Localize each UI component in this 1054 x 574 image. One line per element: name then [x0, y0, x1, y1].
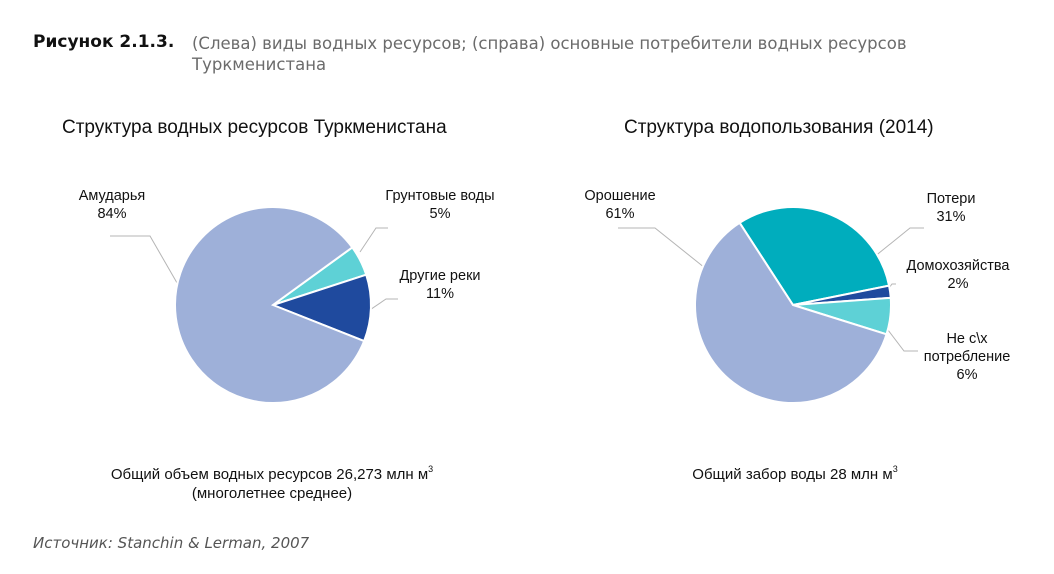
pie-slice-2 — [738, 206, 891, 307]
figure-label: Рисунок 2.1.3. — [33, 32, 175, 52]
label-households: Домохозяйства 2% — [906, 258, 1010, 292]
leader-line-4 — [618, 227, 706, 269]
right-pie — [694, 206, 892, 404]
label-losses: Потери 31% — [926, 191, 976, 225]
label-groundwater: Грунтовые воды 5% — [385, 188, 495, 222]
source-note: Источник: Stanchin & Lerman, 2007 — [33, 534, 310, 552]
label-irrigation: Орошение 61% — [584, 188, 656, 222]
label-amudarya: Амударья 84% — [78, 188, 146, 222]
pie-slice-3 — [270, 273, 372, 343]
right-chart-title: Структура водопользования (2014) — [624, 117, 934, 138]
pie-slice-1 — [694, 221, 888, 404]
left-pie — [174, 206, 372, 404]
leader-line-2 — [359, 227, 388, 253]
left-chart-note: Общий объем водных ресурсов 26,273 млн м… — [110, 464, 434, 502]
leader-line-7 — [887, 329, 918, 352]
pie-slice-1 — [174, 206, 366, 404]
left-chart-title: Структура водных ресурсов Туркменистана — [62, 117, 447, 138]
right-chart-note: Общий забор воды 28 млн м3 — [692, 464, 898, 483]
label-non-agri: Не с\х потребление 6% — [923, 331, 1011, 383]
figure-caption: (Слева) виды водных ресурсов; (справа) о… — [192, 34, 907, 74]
label-other-rivers: Другие реки 11% — [399, 268, 481, 302]
leader-line-1 — [110, 235, 189, 303]
